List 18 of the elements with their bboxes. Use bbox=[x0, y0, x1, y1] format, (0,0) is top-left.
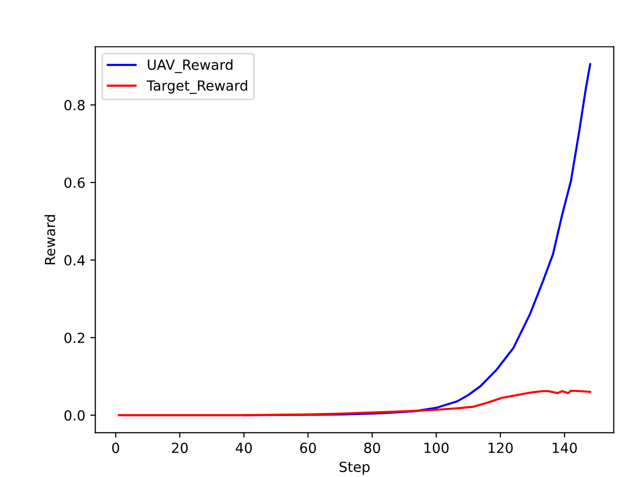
y-tick-label: 0.8 bbox=[64, 100, 85, 110]
y-tick-label: 0.2 bbox=[64, 332, 84, 344]
line-series bbox=[118, 390, 592, 416]
x-tick-label: 100 bbox=[424, 442, 449, 454]
x-tick-label: 60 bbox=[300, 442, 316, 454]
x-tick-label: 20 bbox=[172, 442, 188, 454]
y-tick-label: 0.0 bbox=[64, 410, 85, 421]
legend-label: Target_Reward bbox=[146, 80, 248, 94]
x-tick-label: 140 bbox=[552, 442, 577, 454]
y-tick-label: 0.4 bbox=[64, 255, 85, 266]
x-axis-title: Step bbox=[340, 462, 370, 475]
legend-label: UAV_Reward bbox=[148, 59, 232, 74]
x-tick-label: 0 bbox=[112, 442, 120, 454]
x-tick-label: 80 bbox=[364, 442, 380, 454]
y-tick-label: 0.6 bbox=[64, 177, 85, 188]
x-tick-label: 120 bbox=[488, 442, 513, 454]
x-tick-label: 40 bbox=[236, 442, 252, 454]
y-axis-title: Reward bbox=[44, 215, 56, 264]
